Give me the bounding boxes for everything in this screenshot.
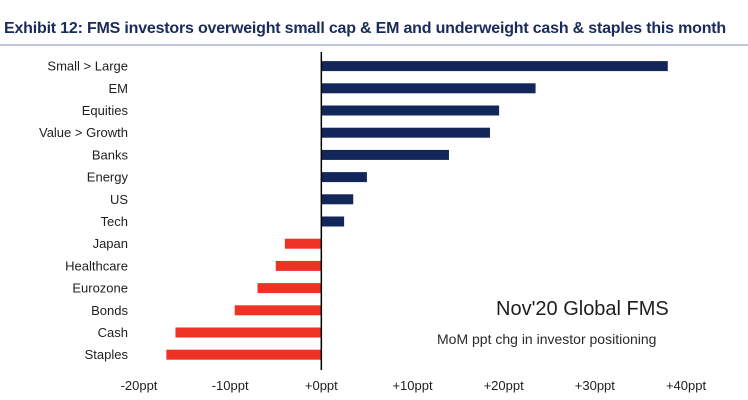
bar-eurozone xyxy=(257,283,322,294)
category-label: Cash xyxy=(98,325,128,340)
bar-bonds xyxy=(234,305,322,316)
bar-energy xyxy=(321,172,367,183)
category-label: Energy xyxy=(87,170,129,185)
category-labels: Small > Large EM Equities Value > Growth Ban… xyxy=(39,59,129,363)
category-label: Banks xyxy=(92,147,129,162)
category-label: Equities xyxy=(82,103,129,118)
category-label: Japan xyxy=(93,236,128,251)
category-label: Staples xyxy=(85,347,129,362)
chart-title: Exhibit 12: FMS investors overweight sma… xyxy=(4,20,726,37)
annotation-title: Nov'20 Global FMS xyxy=(496,298,669,320)
bar-em xyxy=(321,83,536,94)
x-tick-label: +10ppt xyxy=(392,378,433,393)
bar-equities xyxy=(321,105,500,116)
x-tick-label: +0ppt xyxy=(305,378,338,393)
bar-japan xyxy=(284,238,322,249)
x-tick-label: +40ppt xyxy=(666,378,707,393)
category-label: EM xyxy=(109,81,129,96)
bar-staples xyxy=(166,349,322,360)
category-label: Tech xyxy=(101,214,128,229)
category-label: Healthcare xyxy=(65,258,128,273)
category-label: Value > Growth xyxy=(39,125,128,140)
bar-tech xyxy=(321,216,345,227)
bar-cash xyxy=(175,327,322,338)
title-divider xyxy=(0,44,748,46)
x-tick-label: +30ppt xyxy=(575,378,616,393)
bar-banks xyxy=(321,149,449,160)
bar-us xyxy=(321,194,354,205)
annotation-subtitle: MoM ppt chg in investor positioning xyxy=(437,331,657,347)
x-axis: -20ppt -10ppt +0ppt +10ppt +20ppt +30ppt +40pp… xyxy=(121,52,707,393)
bar-healthcare xyxy=(275,260,322,271)
category-label: Bonds xyxy=(91,303,128,318)
bar-value-growth xyxy=(321,127,490,138)
category-label: Eurozone xyxy=(72,281,128,296)
category-label: Small > Large xyxy=(47,59,128,74)
bar-small-large xyxy=(321,61,668,72)
category-label: US xyxy=(110,192,128,207)
x-tick-label: -20ppt xyxy=(121,378,158,393)
x-tick-label: -10ppt xyxy=(212,378,249,393)
bars-group xyxy=(166,61,668,360)
x-tick-label: +20ppt xyxy=(484,378,525,393)
